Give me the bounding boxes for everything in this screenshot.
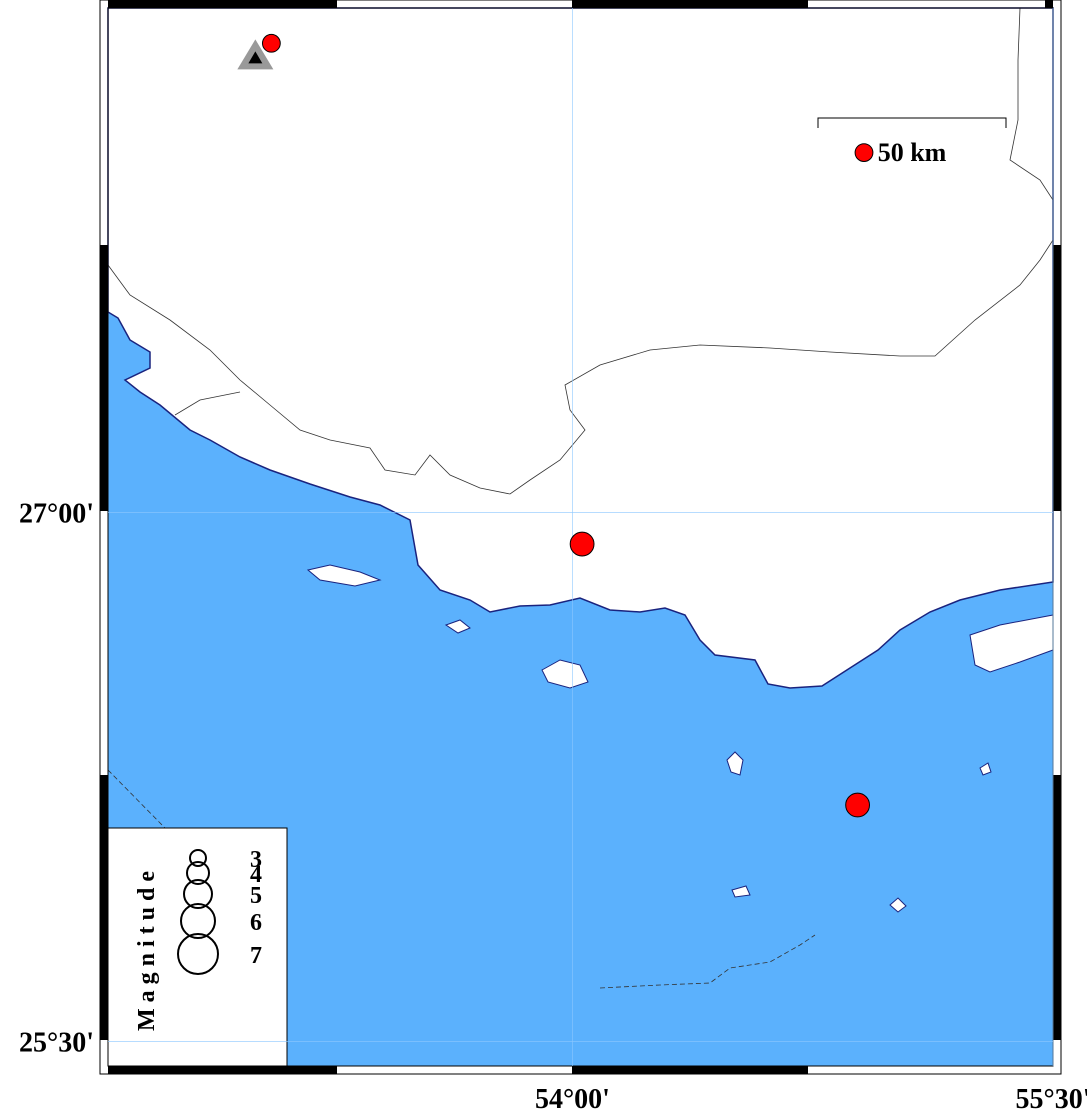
- legend-label: 5: [250, 883, 262, 909]
- island: [726, 751, 744, 776]
- frame: [99, 0, 1062, 1075]
- legend-label: 3: [250, 847, 262, 873]
- legend-circle: [186, 861, 210, 885]
- island: [979, 762, 992, 776]
- y-tick-label: 27°00': [19, 498, 94, 529]
- legend-title: Magnitude: [134, 865, 160, 1031]
- island: [306, 564, 382, 587]
- island: [969, 614, 1054, 673]
- x-tick-label: 55°30': [1016, 1084, 1087, 1114]
- event: [845, 792, 870, 818]
- land: [107, 7, 1054, 689]
- legend-label: 6: [250, 910, 262, 936]
- island: [889, 897, 907, 913]
- scale-bar: [817, 117, 1007, 128]
- island: [444, 619, 471, 634]
- event: [854, 143, 874, 162]
- legend-circle: [189, 849, 207, 867]
- station-core: [248, 51, 263, 64]
- scale-label: 50 km: [878, 138, 947, 167]
- borders: [107, 7, 1054, 989]
- legend-label: 4: [250, 862, 262, 888]
- island: [541, 659, 589, 689]
- event: [261, 33, 281, 53]
- x-tick-label: 54°00': [535, 1084, 610, 1114]
- legend-circle: [180, 903, 216, 939]
- legend-label: 7: [250, 943, 262, 969]
- y-tick-label: 25°30': [19, 1027, 94, 1058]
- legend-box: [107, 827, 288, 1067]
- event: [569, 531, 595, 557]
- legend-circle: [183, 879, 213, 909]
- legend-circle: [177, 933, 219, 975]
- island: [731, 885, 751, 898]
